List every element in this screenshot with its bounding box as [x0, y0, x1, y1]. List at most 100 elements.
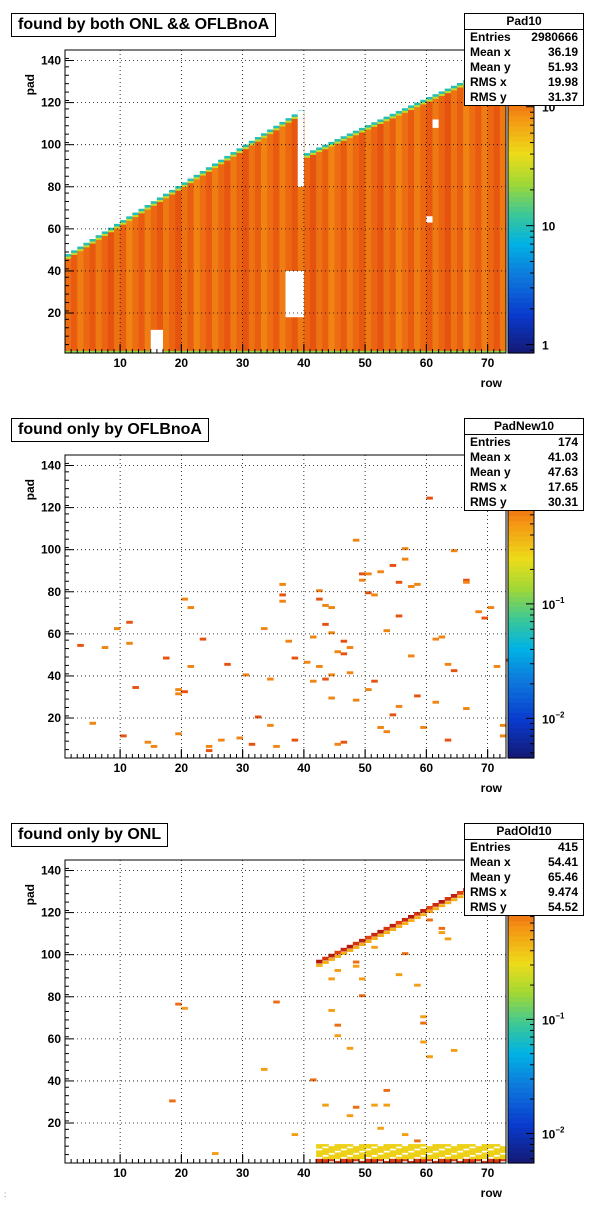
heatmap-cell — [224, 155, 231, 159]
heatmap-cell — [414, 694, 421, 698]
heatmap-cell — [371, 593, 378, 597]
heatmap-cell — [340, 639, 348, 643]
heatmap-cell — [101, 350, 109, 354]
color-scale-band — [508, 297, 534, 304]
color-scale-band — [508, 596, 534, 603]
color-scale-band — [508, 277, 534, 283]
color-scale-band — [508, 1112, 534, 1119]
heatmap-cell — [432, 1148, 440, 1151]
color-scale-band — [508, 636, 534, 643]
heatmap-cell — [395, 1156, 403, 1160]
heatmap-cell — [236, 350, 244, 354]
heatmap-cell — [457, 350, 464, 354]
heatmap-cell — [499, 350, 507, 354]
heatmap-cell — [395, 113, 403, 116]
heatmap-cell — [432, 96, 440, 99]
heatmap-cell — [450, 1158, 458, 1162]
heatmap-cell — [444, 1156, 452, 1160]
heatmap-cell — [346, 1158, 354, 1162]
heatmap-cell — [383, 1148, 391, 1151]
heatmap-cell — [408, 1148, 415, 1151]
heatmap-cell — [475, 78, 482, 354]
heatmap-cell — [120, 220, 127, 223]
heatmap-cell — [334, 742, 342, 746]
heatmap-cell — [334, 1023, 342, 1027]
heatmap-cell — [316, 1160, 323, 1164]
heatmap-cell — [181, 182, 188, 185]
heatmap-cell — [408, 1152, 415, 1155]
y-tick-label: 40 — [48, 1074, 62, 1088]
heatmap-cell — [371, 937, 378, 940]
heatmap-cell — [334, 1144, 342, 1147]
heatmap-cell — [487, 350, 495, 354]
heatmap-cell — [132, 350, 139, 354]
empty-bin — [285, 270, 304, 318]
heatmap-cell — [457, 1148, 464, 1151]
heatmap-cell — [457, 1152, 464, 1155]
heatmap-cell — [377, 1146, 384, 1149]
stats-name: PadOld10 — [465, 824, 583, 840]
color-scale-band — [508, 161, 534, 167]
heatmap-cell — [138, 210, 146, 214]
heatmap-cell — [499, 1156, 507, 1160]
heatmap-cell — [65, 258, 72, 354]
heatmap-cell — [199, 175, 207, 354]
color-scale-band — [508, 332, 534, 339]
heatmap-cell — [279, 126, 286, 354]
heatmap-cell — [475, 1156, 482, 1160]
heatmap-cell — [426, 1154, 433, 1158]
heatmap-cell — [469, 1160, 476, 1164]
heatmap-cell — [267, 677, 274, 681]
heatmap-cell — [389, 923, 397, 928]
heatmap-cell — [481, 1156, 489, 1160]
heatmap-cell — [487, 1152, 495, 1155]
heatmap-cell — [414, 350, 421, 354]
heatmap-cell — [279, 121, 286, 125]
heatmap-cell — [401, 1150, 409, 1153]
heatmap-cell — [150, 203, 158, 206]
color-scale-band — [508, 337, 534, 344]
heatmap-cell — [371, 1103, 378, 1107]
stats-row: Mean y 47.63 — [470, 465, 578, 479]
heatmap-cell — [499, 1154, 507, 1158]
heatmap-cell — [450, 669, 458, 673]
heatmap-cell — [457, 85, 464, 88]
heatmap-cell — [383, 931, 391, 935]
heatmap-cell — [187, 178, 195, 182]
heatmap-cell — [156, 201, 164, 354]
heatmap-cell — [95, 350, 103, 354]
heatmap-cell — [114, 225, 121, 229]
heatmap-cell — [193, 176, 201, 180]
color-scale-band — [508, 566, 534, 572]
heatmap-cell — [377, 123, 384, 354]
heatmap-cell — [444, 90, 452, 94]
y-tick-label: 20 — [48, 711, 62, 725]
color-scale-band — [508, 171, 534, 177]
heatmap-cell — [408, 1144, 415, 1147]
heatmap-cell — [432, 98, 440, 354]
heatmap-cell — [352, 1105, 360, 1109]
color-scale-band — [508, 1046, 534, 1053]
heatmap-cell — [126, 641, 133, 645]
heatmap-cell — [322, 1160, 329, 1164]
heatmap-cell — [383, 926, 391, 931]
heatmap-cell — [144, 350, 152, 354]
color-scale-band — [508, 1082, 534, 1088]
grid — [65, 455, 506, 758]
heatmap-cell — [401, 547, 409, 551]
heatmap-cell — [236, 736, 244, 740]
heatmap-cell — [408, 107, 415, 111]
heatmap-cell — [169, 350, 176, 354]
color-scale-band — [508, 651, 534, 658]
color-scale-band — [508, 1067, 534, 1073]
heatmap-cell — [322, 960, 329, 964]
heatmap-cell — [432, 1154, 440, 1158]
color-scale-band — [508, 530, 534, 537]
heatmap-cell — [316, 149, 323, 153]
x-tick-label: 70 — [481, 1166, 495, 1180]
heatmap-cell — [71, 254, 78, 354]
heatmap-cell — [426, 1150, 433, 1153]
color-scale-band — [508, 282, 534, 288]
heatmap-cell — [101, 646, 109, 649]
histogram-panel-onl-only: 10 20 30 40 50 60 70 20 40 60 80 100 120 140 row pad 10−… — [0, 810, 600, 1215]
